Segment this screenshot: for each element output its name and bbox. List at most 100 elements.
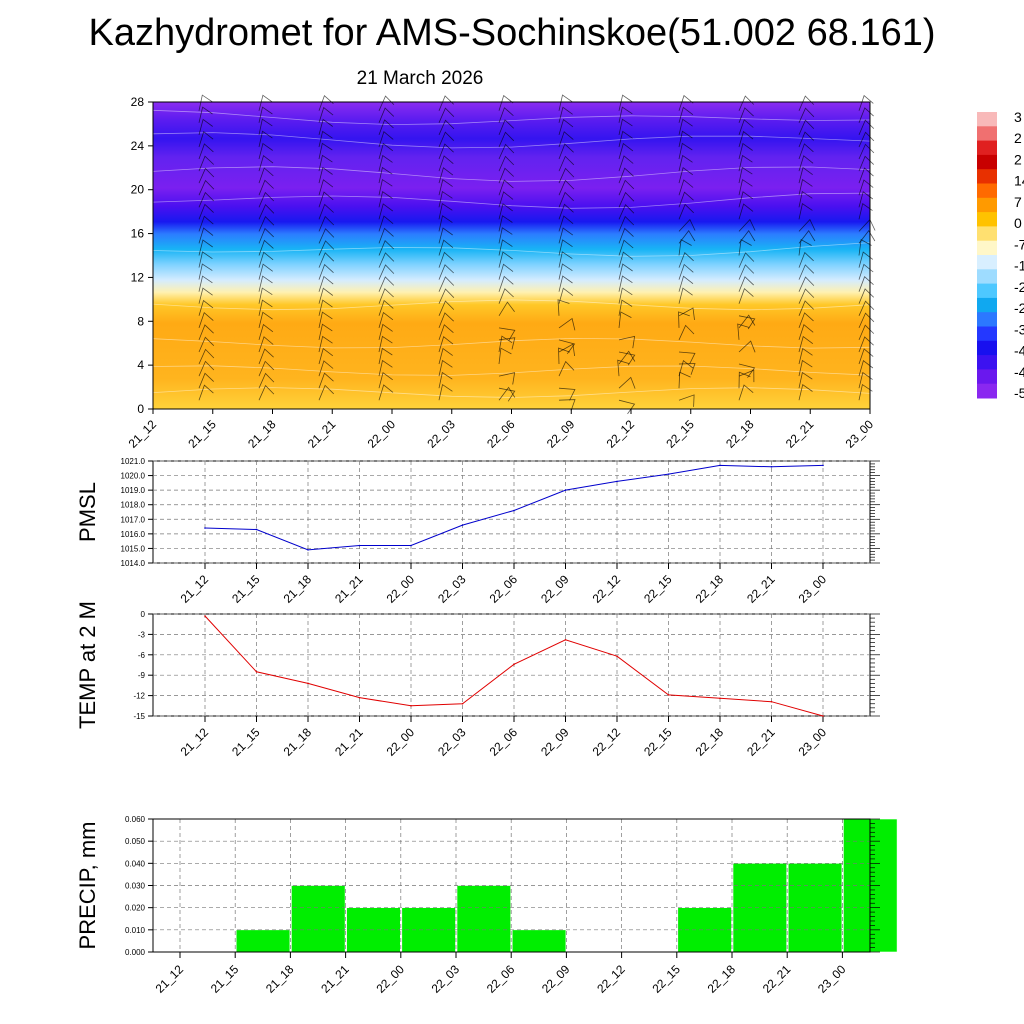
wind-barb bbox=[378, 119, 394, 136]
colorbar-swatch bbox=[977, 112, 997, 127]
wind-barb bbox=[858, 300, 875, 316]
data-point bbox=[461, 702, 464, 705]
wind-barb bbox=[438, 179, 453, 196]
wind-barb bbox=[858, 383, 873, 401]
wind-barb bbox=[498, 372, 516, 385]
colorbar-swatch bbox=[977, 154, 997, 170]
colorbar-swatch bbox=[977, 312, 997, 327]
wind-barb bbox=[258, 263, 273, 280]
wind-barb bbox=[798, 359, 813, 377]
wind-barb bbox=[258, 94, 273, 111]
x-tick-label: 23_00 bbox=[796, 725, 830, 759]
wind-barb bbox=[198, 94, 213, 111]
wind-barb bbox=[738, 119, 754, 136]
wind-barb bbox=[678, 287, 693, 304]
y-axis-label: PMSL bbox=[75, 482, 100, 542]
wind-barb bbox=[498, 155, 515, 172]
colorbar-label: 0 bbox=[1014, 215, 1022, 231]
wind-barb bbox=[258, 384, 275, 401]
chart-subtitle: 21 March 2026 bbox=[356, 68, 484, 89]
wind-barb bbox=[258, 299, 273, 316]
x-tick-label: 22_09 bbox=[544, 417, 578, 451]
wind-barb bbox=[438, 300, 455, 316]
wind-barb bbox=[438, 215, 453, 232]
wind-barb bbox=[738, 107, 754, 123]
wind-barb bbox=[258, 275, 273, 292]
y-tick-label: -15 bbox=[133, 712, 145, 721]
wind-barb bbox=[618, 94, 633, 111]
wind-barb bbox=[738, 238, 752, 256]
wind-barb bbox=[858, 94, 874, 111]
wind-barb bbox=[198, 287, 213, 304]
wind-barb bbox=[198, 384, 214, 401]
wind-barb bbox=[378, 264, 395, 280]
wind-barb bbox=[438, 359, 453, 377]
wind-barb bbox=[738, 166, 753, 184]
wind-barb bbox=[678, 363, 696, 375]
x-tick-label: 21_12 bbox=[153, 962, 187, 996]
data-point bbox=[410, 544, 412, 547]
wind-barb bbox=[618, 287, 633, 304]
wind-barb bbox=[678, 307, 695, 320]
x-tick-label: 22_09 bbox=[538, 725, 572, 759]
colorbar: 3 2 2 14 7 0 -7 -1 -2 -2 -3 -4 -4 -5 bbox=[977, 109, 1024, 401]
x-tick-label: 22_21 bbox=[760, 962, 794, 996]
colorbar-label: -4 bbox=[1014, 364, 1024, 380]
wind-barb bbox=[438, 276, 455, 292]
x-tick-label: 22_21 bbox=[783, 417, 817, 451]
x-tick-label: 21_15 bbox=[229, 725, 263, 759]
wind-barb bbox=[738, 384, 754, 401]
x-tick-label: 21_18 bbox=[281, 572, 315, 606]
colorbar-swatch bbox=[977, 326, 997, 342]
wind-barb bbox=[858, 371, 873, 389]
x-tick-label: 23_00 bbox=[796, 572, 830, 606]
wind-barb bbox=[678, 275, 694, 292]
wind-barb bbox=[378, 191, 393, 208]
wind-barb bbox=[678, 142, 693, 160]
wind-barb bbox=[738, 178, 753, 196]
wind-barb bbox=[798, 251, 814, 268]
wind-barb bbox=[318, 372, 334, 389]
x-tick-label: 22_09 bbox=[539, 962, 573, 996]
wind-barb bbox=[198, 251, 213, 268]
wind-barb bbox=[258, 155, 274, 172]
wind-barb bbox=[438, 143, 454, 160]
wind-barb bbox=[798, 324, 814, 341]
x-tick-label: 22_18 bbox=[723, 417, 757, 451]
wind-barb bbox=[858, 336, 874, 353]
colorbar-swatch bbox=[977, 340, 997, 356]
wind-barb bbox=[318, 384, 334, 401]
wind-barb bbox=[198, 143, 214, 160]
x-tick-label: 22_00 bbox=[384, 572, 418, 606]
wind-barb bbox=[318, 118, 333, 136]
wind-barb bbox=[737, 323, 750, 340]
wind-barb bbox=[378, 178, 393, 196]
x-tick-label: 22_00 bbox=[365, 417, 399, 451]
wind-barb bbox=[678, 263, 694, 280]
wind-barb bbox=[498, 275, 514, 292]
wind-barb bbox=[258, 191, 275, 208]
x-tick-label: 21_15 bbox=[185, 417, 219, 451]
x-tick-label: 22_12 bbox=[604, 417, 638, 451]
wind-barb bbox=[858, 143, 875, 160]
wind-barb bbox=[318, 252, 335, 268]
y-tick-label: 0.000 bbox=[125, 948, 146, 957]
wind-barb bbox=[618, 376, 636, 389]
wind-barb bbox=[558, 387, 576, 401]
chart-title: Kazhydromet for AMS-Sochinskoe(51.002 68… bbox=[88, 12, 936, 54]
colorbar-swatch bbox=[977, 226, 997, 242]
data-point bbox=[204, 527, 206, 529]
wind-barb bbox=[678, 154, 693, 172]
wind-barb bbox=[438, 155, 454, 172]
data-point bbox=[564, 489, 567, 491]
wind-barb bbox=[558, 131, 574, 148]
wind-barb bbox=[618, 106, 633, 123]
x-tick-label: 21_12 bbox=[126, 417, 160, 451]
wind-barb bbox=[618, 167, 634, 184]
wind-barb bbox=[378, 335, 393, 353]
wind-barb bbox=[558, 339, 576, 354]
data-point bbox=[719, 697, 721, 700]
wind-barb bbox=[258, 227, 274, 244]
wind-barb bbox=[318, 95, 334, 111]
